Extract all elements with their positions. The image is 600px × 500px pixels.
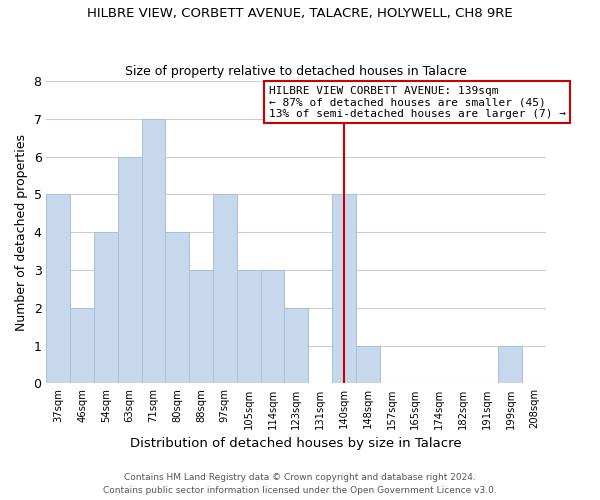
Text: HILBRE VIEW CORBETT AVENUE: 139sqm
← 87% of detached houses are smaller (45)
13%: HILBRE VIEW CORBETT AVENUE: 139sqm ← 87%…	[269, 86, 566, 119]
Bar	[142, 119, 166, 384]
Bar	[260, 270, 284, 384]
Bar	[118, 156, 142, 384]
Bar	[332, 194, 356, 384]
Bar	[166, 232, 189, 384]
Bar	[94, 232, 118, 384]
Bar	[237, 270, 260, 384]
Bar	[46, 194, 70, 384]
Title: Size of property relative to detached houses in Talacre: Size of property relative to detached ho…	[125, 66, 467, 78]
X-axis label: Distribution of detached houses by size in Talacre: Distribution of detached houses by size …	[130, 437, 462, 450]
Y-axis label: Number of detached properties: Number of detached properties	[15, 134, 28, 330]
Bar	[213, 194, 237, 384]
Text: Contains HM Land Registry data © Crown copyright and database right 2024.
Contai: Contains HM Land Registry data © Crown c…	[103, 474, 497, 495]
Text: HILBRE VIEW, CORBETT AVENUE, TALACRE, HOLYWELL, CH8 9RE: HILBRE VIEW, CORBETT AVENUE, TALACRE, HO…	[87, 8, 513, 20]
Bar	[284, 308, 308, 384]
Bar	[356, 346, 380, 384]
Bar	[189, 270, 213, 384]
Bar	[70, 308, 94, 384]
Bar	[499, 346, 522, 384]
